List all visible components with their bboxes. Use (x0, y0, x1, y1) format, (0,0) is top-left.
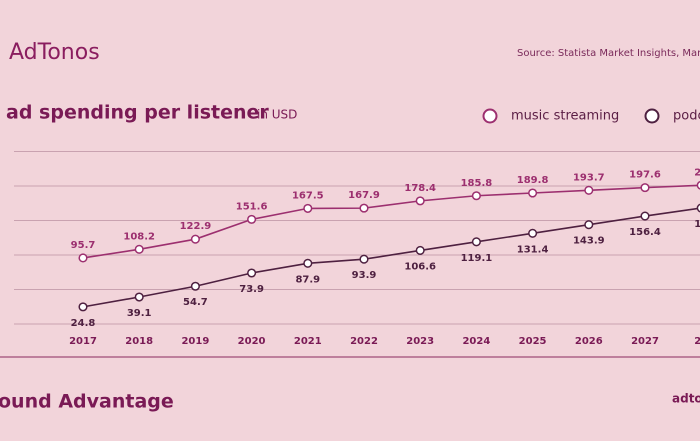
value-label: 131.4 (517, 244, 549, 255)
point (415, 245, 425, 255)
point (528, 188, 538, 198)
point (190, 234, 200, 244)
value-label: 95.7 (71, 240, 96, 251)
value-label: 178.4 (404, 183, 436, 194)
chart-title: ad spending per listener (6, 102, 269, 124)
x-tick-label: 2025 (519, 336, 547, 347)
x-tick-label: 2023 (406, 336, 434, 347)
footer-site: adtono (672, 392, 700, 406)
point (190, 281, 200, 291)
point (78, 253, 88, 263)
x-tick-label: 2017 (69, 336, 97, 347)
value-label: 119.1 (461, 253, 493, 264)
value-label: 87.9 (295, 274, 320, 285)
point (696, 203, 700, 213)
value-label: 73.9 (239, 284, 264, 295)
point (303, 203, 313, 213)
x-tick-label: 2021 (294, 336, 322, 347)
value-label: 108.2 (123, 231, 155, 242)
point (134, 292, 144, 302)
value-label: 16 (694, 219, 700, 230)
x-tick-label: 2022 (350, 336, 378, 347)
value-label: 24.8 (71, 318, 96, 329)
value-label: 189.8 (517, 175, 549, 186)
legend-marker (482, 108, 498, 124)
legend-marker (644, 108, 660, 124)
legend-label: music streaming (511, 109, 619, 124)
value-label: 122.9 (180, 221, 212, 232)
legend-label: podc (673, 109, 700, 124)
value-label: 20 (694, 167, 700, 178)
x-tick-label: 2019 (181, 336, 209, 347)
point (359, 254, 369, 264)
point (78, 302, 88, 312)
value-label: 193.7 (573, 172, 605, 183)
source: Source: Statista Market Insights, Marc (517, 48, 700, 59)
x-tick-label: 20 (694, 336, 700, 347)
point (415, 196, 425, 206)
brand: AdTonos (9, 40, 100, 65)
point (247, 214, 257, 224)
point (471, 237, 481, 247)
footer-title: ound Advantage (0, 391, 174, 413)
x-tick-label: 2024 (462, 336, 490, 347)
value-label: 197.6 (629, 170, 661, 181)
point (640, 183, 650, 193)
x-tick-label: 2026 (575, 336, 603, 347)
x-tick-label: 2027 (631, 336, 659, 347)
value-label: 106.6 (404, 261, 436, 272)
point (134, 244, 144, 254)
point (247, 268, 257, 278)
value-label: 93.9 (352, 270, 377, 281)
unit: in USD (257, 108, 297, 122)
value-label: 54.7 (183, 297, 208, 308)
value-label: 151.6 (236, 201, 268, 212)
point (303, 258, 313, 268)
value-label: 156.4 (629, 227, 661, 238)
point (359, 203, 369, 213)
x-tick-label: 2020 (238, 336, 266, 347)
point (584, 220, 594, 230)
series-line (82, 184, 700, 259)
series-line (82, 207, 700, 308)
value-label: 167.5 (292, 190, 324, 201)
x-tick-label: 2018 (125, 336, 153, 347)
point (471, 191, 481, 201)
point (640, 211, 650, 221)
value-label: 39.1 (127, 308, 152, 319)
point (696, 180, 700, 190)
point (584, 185, 594, 195)
point (528, 228, 538, 238)
value-label: 167.9 (348, 190, 380, 201)
value-label: 143.9 (573, 236, 605, 247)
value-label: 185.8 (461, 178, 493, 189)
